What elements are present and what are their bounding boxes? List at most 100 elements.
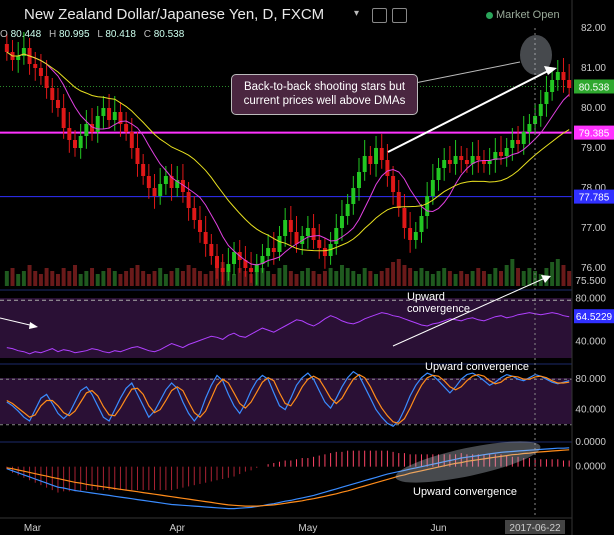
- volume-bar: [402, 265, 407, 286]
- candle-body: [419, 216, 424, 232]
- candle-body: [266, 248, 271, 256]
- close-icon[interactable]: [392, 8, 407, 23]
- candle-body: [288, 220, 293, 232]
- candle-body: [141, 164, 146, 176]
- candle-body: [215, 256, 219, 268]
- volume-bar: [351, 271, 356, 286]
- volume-bar: [55, 274, 60, 286]
- candle-body: [186, 192, 191, 208]
- sma-slow-line: [6, 51, 570, 252]
- volume-bar: [379, 271, 384, 286]
- candle-body: [464, 160, 469, 164]
- settings-icon[interactable]: [372, 8, 387, 23]
- volume-bar: [328, 268, 333, 286]
- candle-body: [510, 140, 515, 148]
- candle-body: [391, 176, 396, 192]
- candle-body: [4, 44, 9, 52]
- market-status: Market Open: [486, 9, 560, 21]
- candle-body: [481, 160, 486, 164]
- shooting-star-highlight: [520, 35, 552, 75]
- volume-bar: [129, 268, 134, 286]
- volume-bar: [362, 268, 367, 286]
- ohlc-open-label: O: [0, 29, 8, 40]
- candle-body: [470, 156, 475, 164]
- candle-body: [430, 180, 435, 196]
- volume-bar: [317, 274, 322, 286]
- macd-tick-label: 0.0000: [575, 462, 606, 473]
- candle-body: [499, 152, 503, 156]
- rsi-panel: [0, 299, 572, 355]
- price-tick-label: 80.00: [581, 103, 606, 114]
- rsi-band: [0, 298, 572, 358]
- volume-bar: [95, 274, 100, 286]
- candle-body: [55, 100, 60, 108]
- ohlc-high-label: H: [48, 29, 57, 40]
- volume-bar: [33, 271, 38, 286]
- candle-body: [220, 268, 225, 272]
- volume-bar: [237, 268, 242, 286]
- candle-body: [487, 160, 492, 164]
- candle-body: [169, 176, 174, 188]
- chart-header: New Zealand Dollar/Japanese Yen, D, FXCM…: [0, 0, 580, 30]
- candle-body: [158, 184, 163, 196]
- candle-body: [101, 108, 106, 116]
- macd-highlight: [395, 441, 541, 483]
- candle-body: [561, 72, 566, 80]
- candle-body: [544, 92, 549, 104]
- volume-bar: [499, 271, 503, 286]
- candle-body: [118, 112, 123, 124]
- candle-body: [476, 156, 481, 160]
- candle-body: [516, 140, 521, 144]
- candle-body: [447, 160, 452, 164]
- volume-bar: [10, 268, 15, 286]
- background-layer: [0, 289, 572, 443]
- chart-title[interactable]: New Zealand Dollar/Japanese Yen, D, FXCM: [24, 6, 325, 23]
- volume-bar: [283, 265, 288, 286]
- volume-bar: [550, 262, 555, 286]
- volume-bar: [180, 271, 185, 286]
- rsi-left-arrowhead: [29, 322, 38, 329]
- candle-body: [84, 124, 89, 136]
- volume-bar: [124, 271, 129, 286]
- candle-body: [402, 208, 407, 228]
- ohlc-low-value: 80.418: [105, 29, 136, 40]
- volume-bar: [510, 259, 515, 286]
- candle-body: [277, 236, 282, 252]
- candle-body: [453, 156, 458, 164]
- candle-body: [271, 248, 276, 252]
- last-price-tag-bg: [574, 79, 614, 94]
- volume-bar: [453, 274, 458, 286]
- candle-body: [311, 228, 316, 240]
- annotation-layer: [0, 35, 557, 483]
- rsi-trend-arrow: [392, 277, 546, 347]
- volume-bar: [112, 271, 117, 286]
- chevron-down-icon[interactable]: ▾: [354, 8, 360, 19]
- candle-body: [192, 208, 197, 220]
- volume-bar: [152, 271, 157, 286]
- candle-body: [124, 124, 129, 132]
- volume-bar: [442, 268, 447, 286]
- volume-bar: [447, 271, 452, 286]
- candle-body: [413, 232, 418, 240]
- candle-body: [73, 140, 77, 148]
- candle-body: [283, 220, 288, 236]
- volume-bar: [459, 271, 464, 286]
- rsi-convergence-note: Upward convergence: [407, 291, 470, 315]
- volume-bar: [561, 265, 566, 286]
- volume-bar: [186, 265, 191, 286]
- candle-body: [567, 80, 572, 88]
- volume-bar: [368, 271, 373, 286]
- candle-body: [339, 216, 344, 228]
- volume-bar: [16, 274, 21, 286]
- volume-bar: [163, 274, 168, 286]
- volume-bar: [197, 271, 202, 286]
- candle-body: [345, 204, 350, 216]
- volume-bar: [419, 268, 424, 286]
- volume-bar: [243, 271, 248, 286]
- volume-bar: [311, 271, 316, 286]
- candle-body: [459, 156, 464, 160]
- volume-bar: [107, 268, 112, 286]
- volume-bar: [385, 268, 390, 286]
- x-tick-label: Mar: [24, 523, 42, 534]
